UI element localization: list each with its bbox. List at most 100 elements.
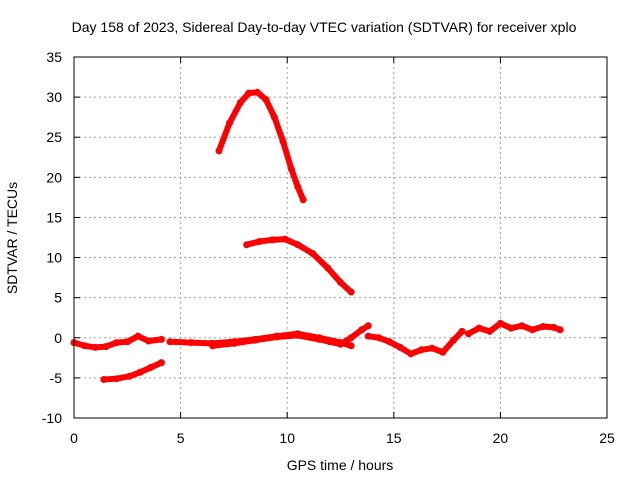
y-tick-label: -10 bbox=[42, 410, 62, 426]
data-point bbox=[486, 327, 494, 335]
y-tick-label: 30 bbox=[46, 89, 62, 105]
data-point bbox=[187, 339, 195, 347]
data-point bbox=[375, 334, 383, 342]
data-point bbox=[309, 250, 317, 258]
series-line bbox=[465, 320, 564, 337]
data-point bbox=[125, 372, 133, 380]
series-line bbox=[215, 89, 307, 203]
x-tick-label: 0 bbox=[70, 430, 78, 446]
data-point bbox=[507, 324, 515, 332]
data-point bbox=[347, 342, 355, 350]
data-point bbox=[556, 326, 564, 334]
data-point bbox=[550, 323, 558, 331]
data-point bbox=[396, 343, 404, 351]
y-tick-label: 35 bbox=[46, 49, 62, 65]
data-point bbox=[136, 368, 144, 376]
data-marks bbox=[70, 88, 564, 383]
series-arc-mid bbox=[243, 235, 355, 296]
x-tick-label: 5 bbox=[177, 430, 185, 446]
x-tick-label: 20 bbox=[493, 430, 509, 446]
data-point bbox=[243, 241, 251, 249]
data-point bbox=[262, 96, 270, 104]
series-arc-a bbox=[70, 332, 165, 351]
data-point bbox=[113, 375, 121, 383]
data-point bbox=[81, 342, 89, 350]
data-point bbox=[287, 165, 295, 173]
series-arc-e bbox=[464, 319, 564, 338]
ticks: 0 5 10 15 20 25 -10 -5 0 5 10 15 20 25 30 35 bbox=[42, 49, 615, 446]
data-point bbox=[281, 235, 289, 243]
data-point bbox=[337, 278, 344, 286]
data-point bbox=[386, 338, 394, 346]
series-arc-c bbox=[209, 322, 372, 350]
data-point bbox=[236, 99, 244, 107]
data-point bbox=[215, 147, 223, 155]
data-point bbox=[279, 137, 287, 145]
data-point bbox=[326, 338, 334, 346]
data-point bbox=[255, 238, 263, 246]
data-point bbox=[123, 338, 131, 346]
chart-title: Day 158 of 2023, Sidereal Day-to-day VTE… bbox=[72, 19, 577, 35]
data-point bbox=[337, 340, 344, 348]
data-point bbox=[270, 113, 278, 121]
y-tick-label: 25 bbox=[46, 129, 62, 145]
data-point bbox=[134, 332, 142, 340]
y-tick-label: 20 bbox=[46, 169, 62, 185]
series-arc-low bbox=[100, 359, 165, 383]
data-point bbox=[100, 375, 108, 383]
data-point bbox=[347, 334, 355, 342]
data-point bbox=[518, 322, 526, 330]
data-point bbox=[418, 346, 426, 354]
data-point bbox=[147, 363, 155, 371]
data-point bbox=[145, 337, 153, 345]
data-point bbox=[209, 342, 217, 350]
data-point bbox=[407, 350, 415, 358]
data-point bbox=[347, 288, 355, 296]
data-point bbox=[157, 359, 165, 367]
data-point bbox=[528, 326, 536, 334]
x-axis-label: GPS time / hours bbox=[287, 457, 394, 473]
x-tick-label: 15 bbox=[386, 430, 402, 446]
data-point bbox=[439, 348, 447, 356]
data-point bbox=[449, 336, 457, 344]
y-axis-label: SDTVAR / TECUs bbox=[4, 182, 20, 294]
data-point bbox=[299, 196, 307, 204]
data-point bbox=[253, 88, 261, 96]
data-point bbox=[91, 343, 99, 351]
data-point bbox=[294, 331, 302, 339]
data-point bbox=[157, 335, 165, 343]
data-point bbox=[475, 324, 483, 332]
data-point bbox=[294, 241, 302, 249]
data-point bbox=[496, 319, 504, 327]
data-point bbox=[113, 339, 121, 347]
data-point bbox=[294, 183, 302, 191]
data-point bbox=[315, 335, 323, 343]
data-point bbox=[251, 336, 259, 344]
y-tick-label: 0 bbox=[54, 330, 62, 346]
data-point bbox=[539, 323, 547, 331]
y-tick-label: 10 bbox=[46, 250, 62, 266]
data-point bbox=[364, 322, 372, 330]
data-point bbox=[428, 344, 436, 352]
data-point bbox=[230, 339, 238, 347]
data-point bbox=[245, 89, 253, 97]
series-arc-d bbox=[364, 327, 466, 358]
data-point bbox=[324, 264, 332, 272]
data-point bbox=[358, 326, 366, 334]
series-arc-high bbox=[215, 88, 307, 204]
data-point bbox=[102, 343, 110, 351]
data-point bbox=[464, 330, 472, 338]
grid bbox=[74, 57, 607, 418]
y-tick-label: 5 bbox=[54, 290, 62, 306]
data-point bbox=[166, 338, 174, 346]
y-tick-label: 15 bbox=[46, 209, 62, 225]
series-line bbox=[365, 328, 466, 357]
x-tick-label: 25 bbox=[599, 430, 615, 446]
y-tick-label: -5 bbox=[50, 370, 63, 386]
data-point bbox=[458, 327, 466, 335]
x-tick-label: 10 bbox=[279, 430, 295, 446]
data-point bbox=[364, 332, 372, 340]
plot-frame bbox=[73, 56, 608, 419]
data-point bbox=[268, 236, 276, 244]
